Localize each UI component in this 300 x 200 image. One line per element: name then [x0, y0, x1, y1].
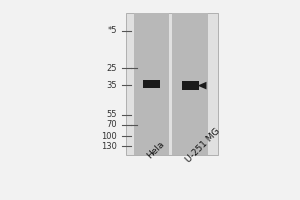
- Text: 55: 55: [107, 110, 117, 119]
- Text: 25: 25: [107, 64, 117, 73]
- Bar: [182, 81, 199, 90]
- Text: 35: 35: [107, 81, 117, 90]
- Text: 130: 130: [101, 142, 117, 151]
- Text: U-251 MG: U-251 MG: [184, 126, 222, 164]
- Bar: [143, 80, 160, 88]
- Polygon shape: [198, 82, 206, 89]
- Bar: [126, 13, 218, 155]
- Bar: [134, 13, 169, 155]
- Bar: [172, 13, 208, 155]
- Text: 100: 100: [102, 132, 117, 141]
- Text: *5: *5: [108, 26, 117, 35]
- Text: 70: 70: [107, 120, 117, 129]
- Text: Hela: Hela: [145, 139, 166, 160]
